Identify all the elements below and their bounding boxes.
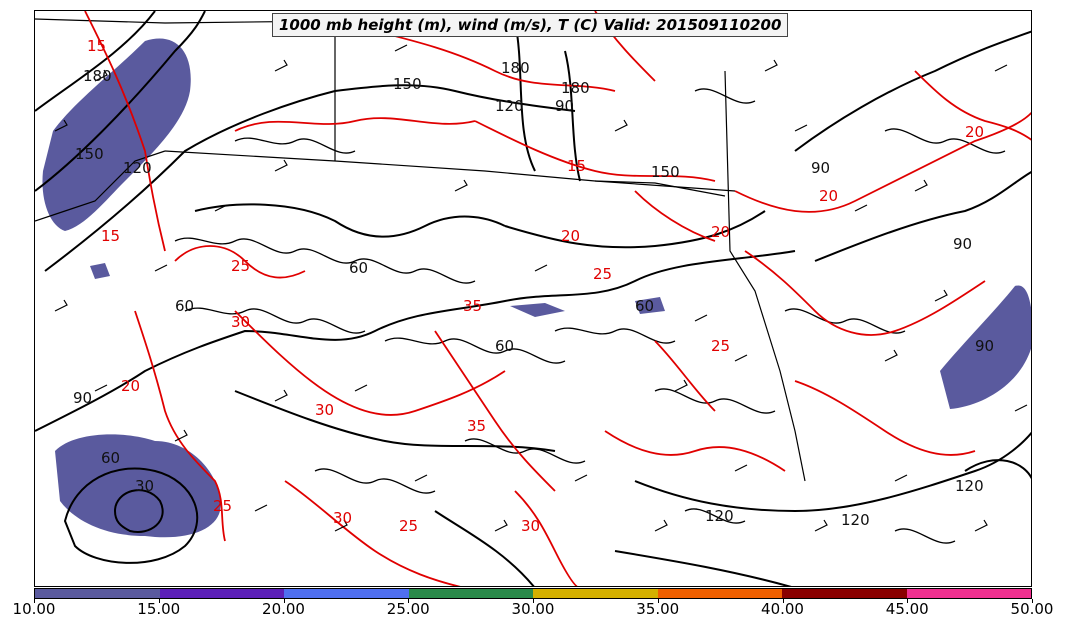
- wind-barbs: [54, 44, 1028, 532]
- temp-label: 20: [965, 123, 984, 141]
- colorbar-tick-label: 35.00: [636, 600, 680, 618]
- colorbar-tickmark: [782, 599, 784, 603]
- temp-label: 30: [333, 509, 352, 527]
- height-contours: [35, 11, 1031, 586]
- height-label: 90: [953, 235, 972, 253]
- map-canvas: 180 150 120 90 60 30 150 150 180 180 60 …: [35, 11, 1031, 586]
- colorbar-segment: [657, 589, 782, 598]
- height-label: 120: [841, 511, 870, 529]
- height-label: 180: [83, 67, 112, 85]
- height-label: 150: [651, 163, 680, 181]
- colorbar-segment: [159, 589, 284, 598]
- shade-east: [940, 285, 1031, 409]
- height-label: 60: [101, 449, 120, 467]
- colorbar-tickmark: [283, 599, 285, 603]
- colorbar-tickmark: [408, 599, 410, 603]
- temperature-contours: [84, 11, 1031, 586]
- colorbar-segment: [782, 589, 907, 598]
- shade-mid: [510, 303, 565, 317]
- colorbar-tick-label: 25.00: [386, 600, 430, 618]
- height-label: 60: [175, 297, 194, 315]
- colorbar-segment: [906, 589, 1031, 598]
- colorbar-tick-label: 30.00: [511, 600, 555, 618]
- temp-label: 25: [213, 497, 232, 515]
- colorbar-tick-label: 10.00: [12, 600, 56, 618]
- terrain-contours: [174, 88, 1006, 544]
- height-label: 60: [495, 337, 514, 355]
- colorbar-tickmark: [657, 599, 659, 603]
- colorbar-segment: [284, 589, 409, 598]
- colorbar-segment: [533, 589, 658, 598]
- shade-northwest: [42, 38, 191, 231]
- height-label: 30: [135, 477, 154, 495]
- height-label: 120: [123, 159, 152, 177]
- height-label: 60: [635, 297, 654, 315]
- colorbar-tickmark: [34, 599, 35, 603]
- map-panel: 180 150 120 90 60 30 150 150 180 180 60 …: [34, 10, 1032, 587]
- height-label: 180: [501, 59, 530, 77]
- colorbar-tick-label: 20.00: [262, 600, 305, 618]
- colorbar-segment: [35, 589, 160, 598]
- temp-label: 20: [121, 377, 140, 395]
- temp-label: 30: [521, 517, 540, 535]
- height-label: 150: [393, 75, 422, 93]
- colorbar-tick-label: 45.00: [885, 600, 929, 618]
- colorbar-segment: [408, 589, 533, 598]
- height-label: 120: [955, 477, 984, 495]
- wind-speed-shading: [42, 38, 1031, 538]
- temp-label: 25: [593, 265, 612, 283]
- temp-label: 20: [819, 187, 838, 205]
- colorbar-tick-label: 15.00: [137, 600, 181, 618]
- temp-label: 35: [463, 297, 482, 315]
- colorbar-tickmark: [158, 599, 160, 603]
- height-label: 90: [975, 337, 994, 355]
- colorbar-tick-label: 40.00: [761, 600, 804, 618]
- colorbar-tickmark: [1032, 599, 1033, 603]
- colorbar-tickmark: [533, 599, 534, 603]
- temp-label: 15: [101, 227, 120, 245]
- shade-small-2: [635, 297, 665, 314]
- temp-label: 25: [231, 257, 250, 275]
- temp-label: 15: [87, 37, 106, 55]
- shade-small-1: [90, 263, 110, 279]
- map-title: 1000 mb height (m), wind (m/s), T (C) Va…: [272, 13, 789, 37]
- temp-label: 35: [467, 417, 486, 435]
- temp-label: 20: [711, 223, 730, 241]
- temp-label: 20: [561, 227, 580, 245]
- shade-southwest: [55, 434, 221, 538]
- temp-label: 30: [315, 401, 334, 419]
- height-label: 120: [705, 507, 734, 525]
- height-label: 180: [561, 79, 590, 97]
- colorbar-tickmark: [907, 599, 909, 603]
- height-label: 120: [495, 97, 524, 115]
- temp-label: 30: [231, 313, 250, 331]
- height-label: 90: [811, 159, 830, 177]
- height-label: 60: [349, 259, 368, 277]
- temp-label: 15: [567, 157, 586, 175]
- contour-labels: 180 150 120 90 60 30 150 150 180 180 60 …: [73, 37, 994, 535]
- height-label: 150: [75, 145, 104, 163]
- temp-label: 25: [711, 337, 730, 355]
- temp-label: 25: [399, 517, 418, 535]
- colorbar-tick-label: 50.00: [1010, 600, 1054, 618]
- height-label: 90: [73, 389, 92, 407]
- colorbar: [34, 588, 1032, 599]
- height-label: 90: [555, 97, 574, 115]
